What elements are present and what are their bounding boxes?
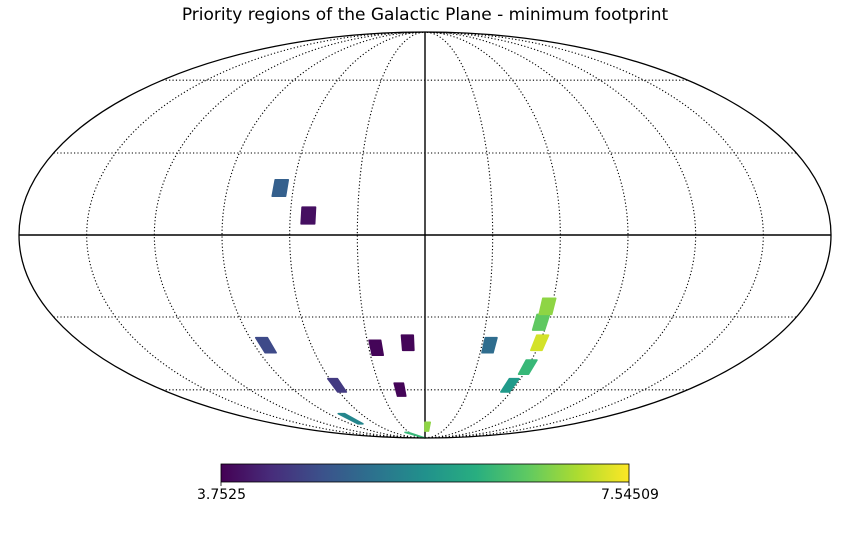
colorbar-max-label: 7.54509 bbox=[601, 487, 659, 503]
meridian-line bbox=[153, 31, 426, 439]
meridian-line bbox=[221, 31, 426, 439]
meridian-line bbox=[356, 31, 426, 439]
region-patch bbox=[500, 377, 520, 393]
region-patch bbox=[271, 178, 290, 197]
colorbar bbox=[220, 463, 630, 483]
region-patch bbox=[531, 313, 551, 331]
region-patch bbox=[538, 297, 557, 316]
colorbar-min-label: 3.7525 bbox=[197, 487, 246, 503]
region-patch bbox=[530, 334, 550, 352]
region-patch bbox=[368, 339, 384, 356]
region-patch bbox=[393, 382, 407, 397]
map-boundary bbox=[18, 31, 832, 439]
region-patch bbox=[481, 336, 498, 354]
meridian-line bbox=[424, 31, 697, 439]
meridian-line bbox=[424, 31, 629, 439]
region-patch bbox=[337, 412, 364, 425]
region-patch bbox=[300, 206, 317, 225]
region-patch bbox=[424, 421, 432, 432]
region-patch bbox=[404, 431, 426, 439]
region-patch bbox=[327, 377, 348, 393]
chart-title: Priority regions of the Galactic Plane -… bbox=[181, 5, 669, 25]
region-patch bbox=[254, 336, 277, 354]
priority-regions bbox=[254, 178, 557, 439]
region-patch bbox=[517, 359, 538, 375]
map-axes bbox=[19, 32, 831, 438]
region-patch bbox=[400, 334, 415, 352]
